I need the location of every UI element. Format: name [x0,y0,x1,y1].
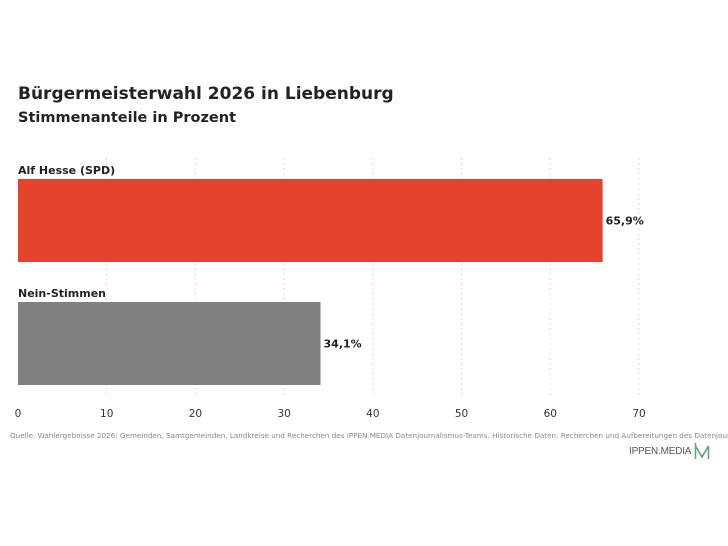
data-label: 65,9% [606,215,644,228]
bars [18,179,603,385]
source-note: Quelle: Wahlergebnisse 2026: Gemeinden, … [10,431,728,440]
chart-title: Bürgermeisterwahl 2026 in Liebenburg [18,84,394,104]
bar [18,302,321,385]
x-tick-label: 20 [189,408,202,420]
brand: IPPEN.MEDIA [629,442,710,460]
bar-chart: Alf Hesse (SPD) 65,9% Nein-Stimmen 34,1% 0 1… [15,158,646,420]
brand-name: IPPEN.MEDIA [629,445,692,457]
category-label: Alf Hesse (SPD) [18,164,115,177]
x-tick-label: 0 [15,408,22,420]
data-label: 34,1% [324,338,362,351]
chart-subtitle: Stimmenanteile in Prozent [18,110,237,126]
x-tick-label: 30 [277,408,290,420]
x-tick-label: 60 [544,408,557,420]
x-tick-label: 40 [366,408,379,420]
category-label: Nein-Stimmen [18,287,106,300]
x-tick-label: 10 [100,408,113,420]
x-tick-label: 50 [455,408,468,420]
x-tick-label: 70 [632,408,645,420]
bar [18,179,603,262]
brand-logo-icon [694,443,710,459]
labels: Alf Hesse (SPD) 65,9% Nein-Stimmen 34,1% [18,164,644,351]
x-axis-ticks: 0 10 20 30 40 50 60 70 [15,408,646,420]
